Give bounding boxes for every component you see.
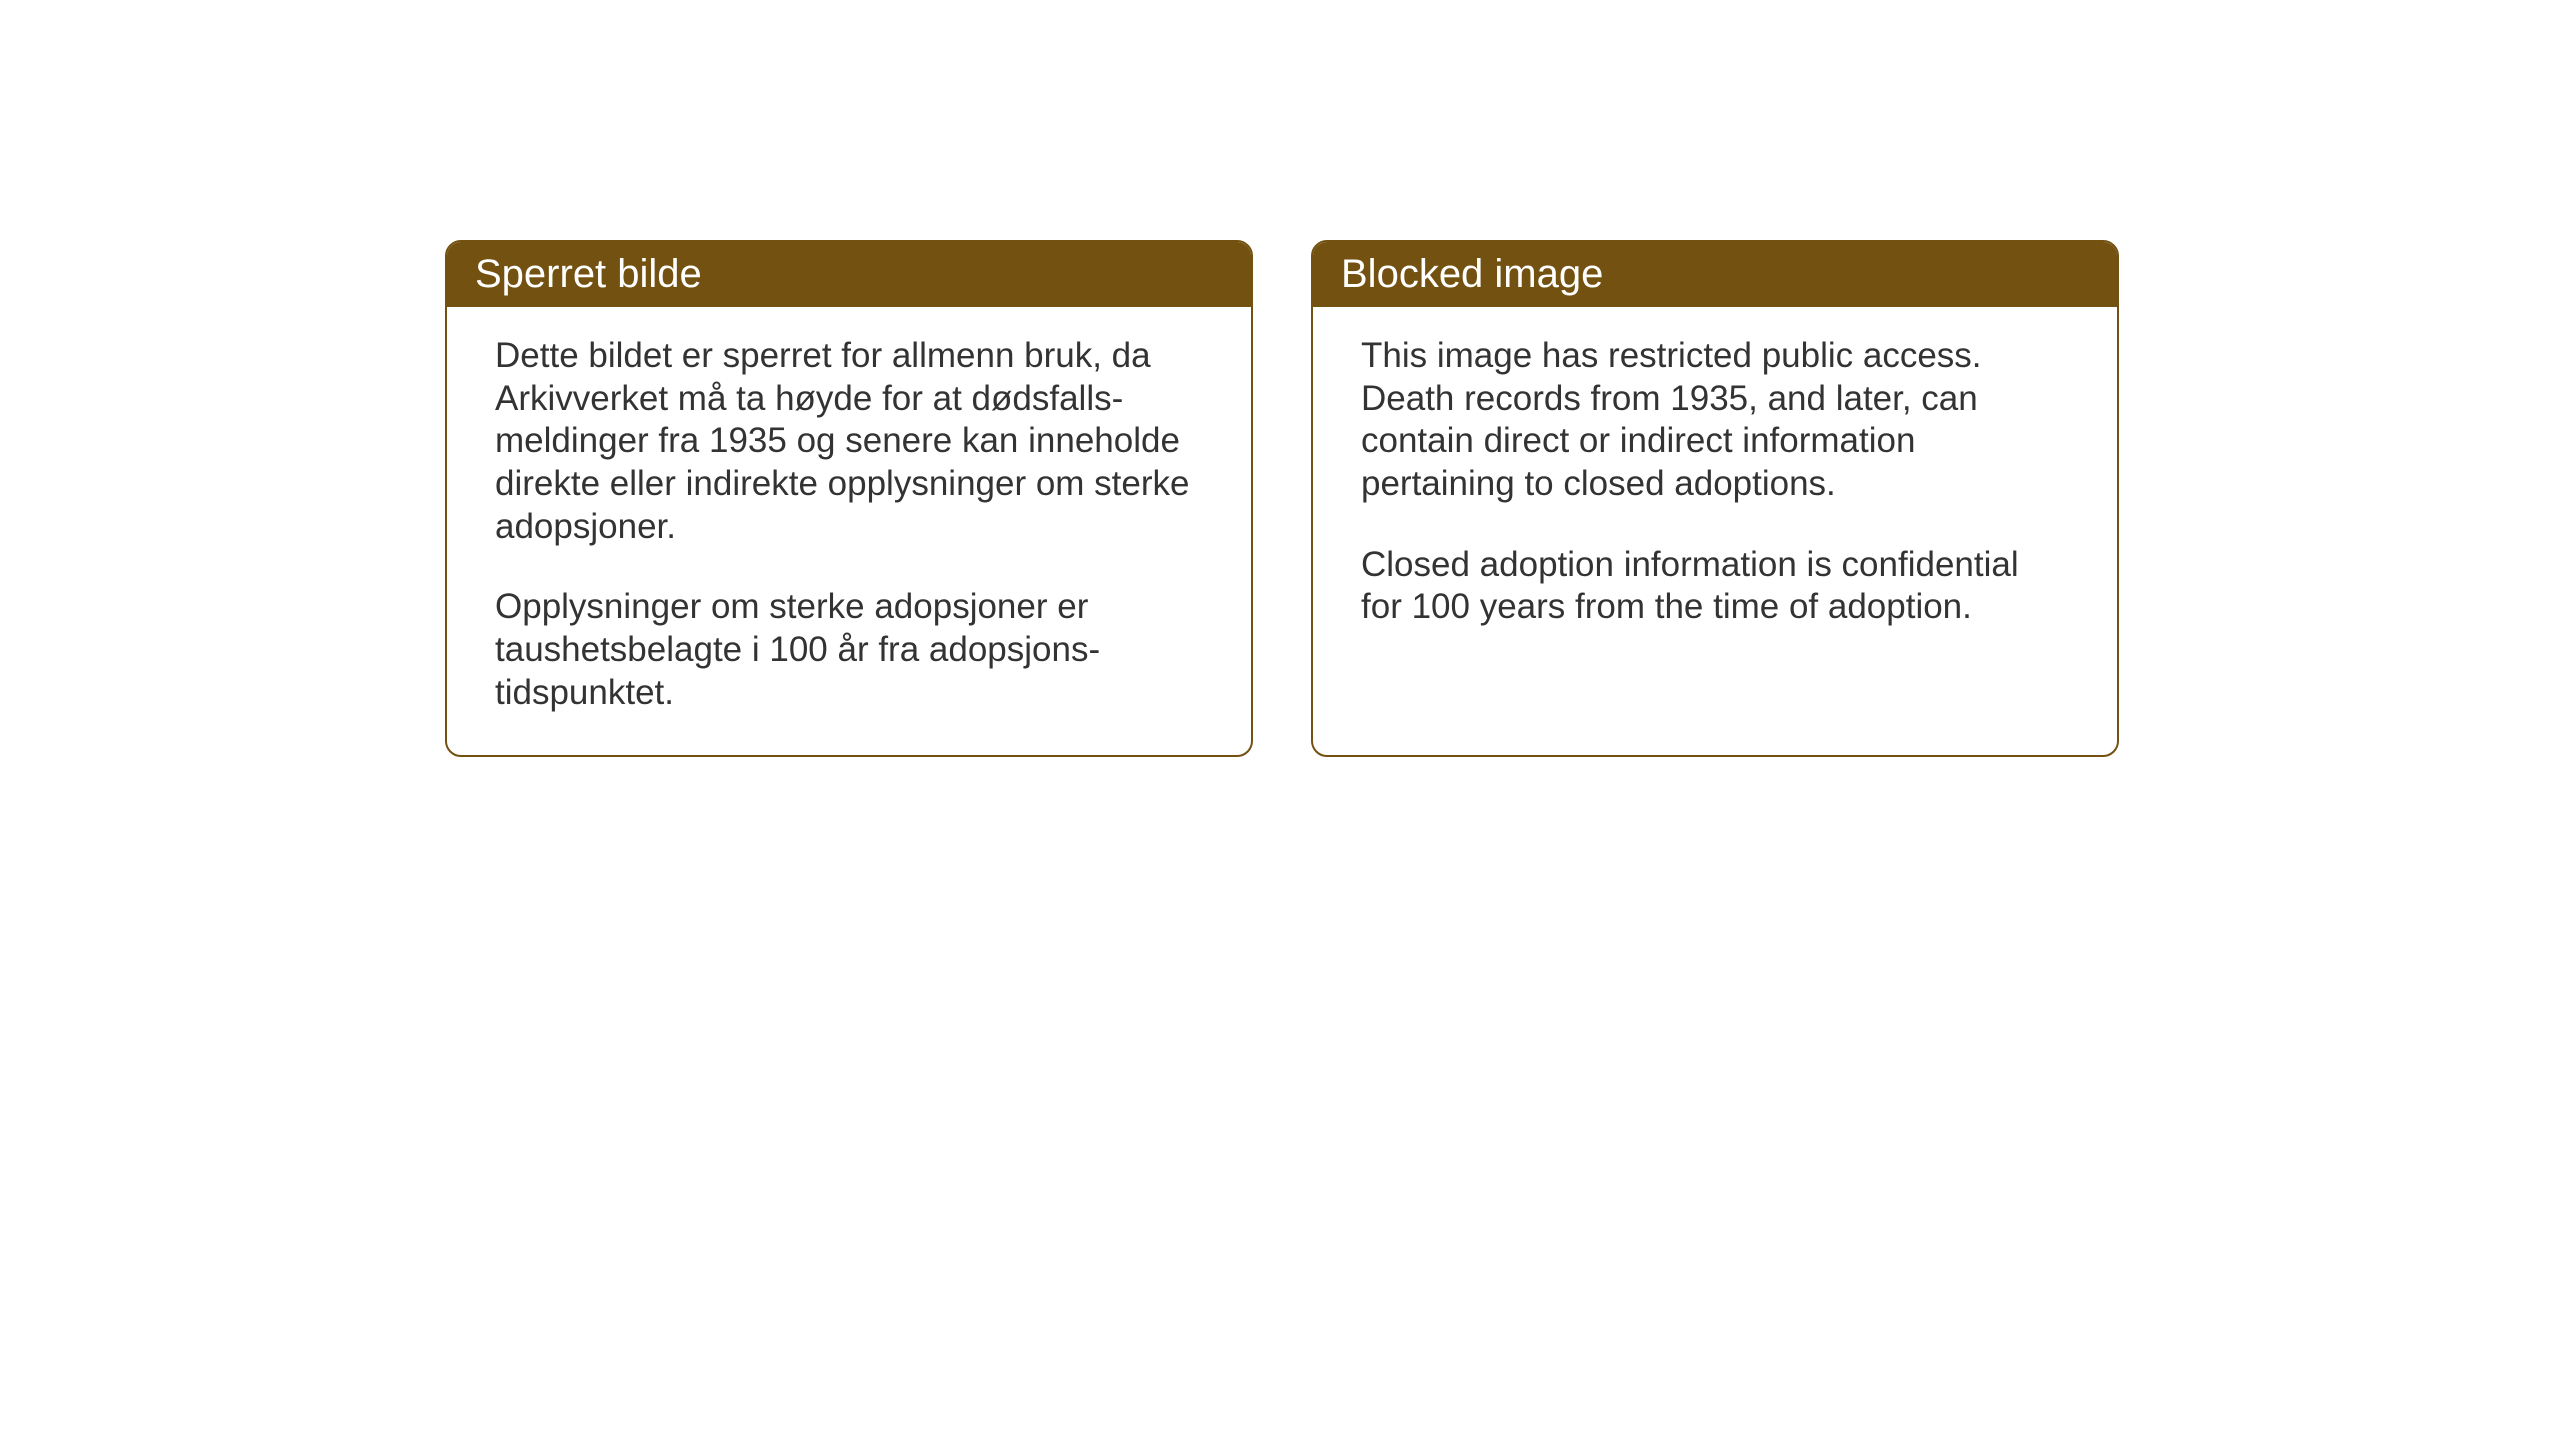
card-norwegian-header: Sperret bilde — [447, 242, 1251, 307]
card-english-paragraph-1: This image has restricted public access.… — [1361, 335, 2069, 506]
card-english-header: Blocked image — [1313, 242, 2117, 307]
card-english-body: This image has restricted public access.… — [1313, 307, 2117, 722]
card-english: Blocked image This image has restricted … — [1311, 240, 2119, 757]
card-norwegian-paragraph-2: Opplysninger om sterke adopsjoner er tau… — [495, 586, 1203, 714]
card-norwegian-paragraph-1: Dette bildet er sperret for allmenn bruk… — [495, 335, 1203, 548]
card-norwegian-title: Sperret bilde — [475, 252, 702, 296]
cards-container: Sperret bilde Dette bildet er sperret fo… — [445, 240, 2119, 757]
card-english-paragraph-2: Closed adoption information is confident… — [1361, 544, 2069, 629]
card-norwegian: Sperret bilde Dette bildet er sperret fo… — [445, 240, 1253, 757]
card-norwegian-body: Dette bildet er sperret for allmenn bruk… — [447, 307, 1251, 755]
card-english-title: Blocked image — [1341, 252, 1603, 296]
